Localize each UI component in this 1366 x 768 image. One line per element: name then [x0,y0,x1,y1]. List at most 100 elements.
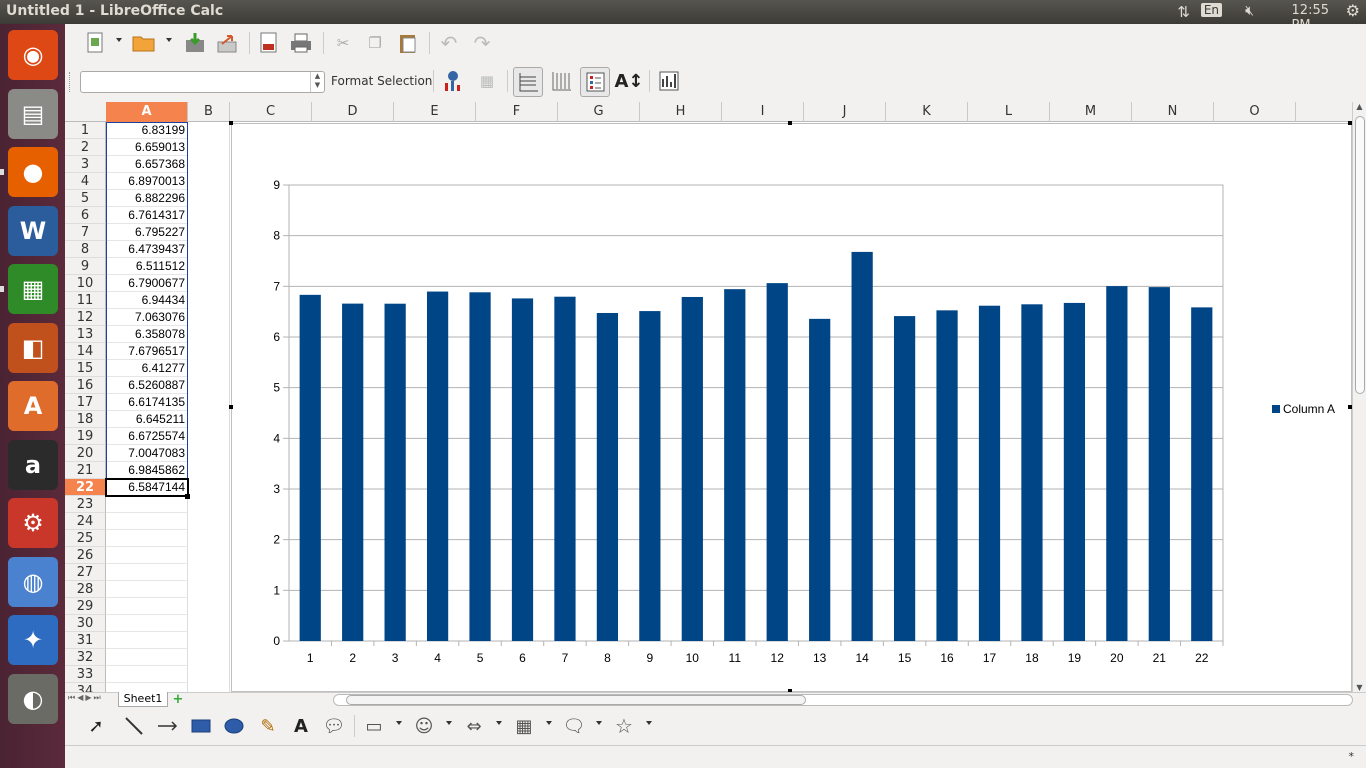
block-arrows-dropdown[interactable] [496,721,502,725]
row-header-27[interactable]: 27 [65,564,106,581]
row-header-33[interactable]: 33 [65,666,106,683]
cell-a26[interactable] [106,547,188,564]
row-header-2[interactable]: 2 [65,139,106,156]
chart-handle-tl[interactable] [229,121,233,125]
column-header-f[interactable]: F [476,102,558,122]
row-header-31[interactable]: 31 [65,632,106,649]
launcher-firefox-icon[interactable]: ● [8,147,58,197]
flowchart-icon[interactable]: ▦ [515,715,533,737]
row-header-22[interactable]: 22 [65,479,106,496]
chart-handle-ml[interactable] [229,405,233,409]
vertical-scrollbar[interactable]: ▲ ▼ [1352,102,1366,692]
symbol-shapes-icon[interactable]: ☺ [414,715,434,737]
arrow-line-icon[interactable] [155,714,181,738]
row-header-21[interactable]: 21 [65,462,106,479]
redo-icon[interactable]: ↷ [473,31,491,55]
new-document-icon[interactable] [83,31,109,55]
scroll-up-icon[interactable]: ▲ [1356,102,1363,111]
row-header-6[interactable]: 6 [65,207,106,224]
column-b[interactable] [188,122,230,692]
text-tool-icon[interactable]: A [294,715,308,737]
open-folder-icon[interactable] [131,31,157,55]
column-header-e[interactable]: E [394,102,476,122]
symbol-shapes-dropdown[interactable] [446,721,452,725]
row-header-23[interactable]: 23 [65,496,106,513]
chart-data-table-icon[interactable]: ▦ [479,72,495,90]
row-header-17[interactable]: 17 [65,394,106,411]
ellipse-tool-icon[interactable] [221,714,247,738]
paste-icon[interactable] [395,31,421,55]
cell-a33[interactable] [106,666,188,683]
horizontal-scroll-thumb[interactable] [346,695,806,705]
vertical-grids-icon[interactable] [549,69,575,93]
row-header-28[interactable]: 28 [65,581,106,598]
launcher-shotwell-icon[interactable]: ◐ [8,673,58,724]
row-header-15[interactable]: 15 [65,360,106,377]
row-header-26[interactable]: 26 [65,547,106,564]
chart-handle-mr[interactable] [1348,405,1352,409]
row-header-11[interactable]: 11 [65,292,106,309]
active-cell-a22[interactable] [105,478,189,497]
row-header-20[interactable]: 20 [65,445,106,462]
row-header-18[interactable]: 18 [65,411,106,428]
launcher-web-browser-icon[interactable]: ✦ [8,615,58,665]
launcher-system-settings-icon[interactable]: ⚙ [8,498,58,548]
row-header-14[interactable]: 14 [65,343,106,360]
vertical-scroll-thumb[interactable] [1355,116,1365,394]
launcher-software-center-icon[interactable]: A [8,381,58,431]
row-header-5[interactable]: 5 [65,190,106,207]
row-header-1[interactable]: 1 [65,122,106,139]
tab-sheet1[interactable]: Sheet1 [118,692,168,707]
block-arrows-icon[interactable]: ⇔ [466,715,482,737]
callouts-icon[interactable]: 💬︎ [322,715,346,737]
scroll-down-icon[interactable]: ▼ [1356,683,1363,692]
launcher-dash-home-icon[interactable]: ◉ [8,30,58,80]
flowchart-dropdown[interactable] [546,721,552,725]
column-header-c[interactable]: C [230,102,312,122]
row-header-29[interactable]: 29 [65,598,106,615]
row-header-3[interactable]: 3 [65,156,106,173]
add-sheet-icon[interactable]: + [172,692,184,707]
row-header-24[interactable]: 24 [65,513,106,530]
chart-type-icon[interactable] [440,69,466,93]
column-header-j[interactable]: J [804,102,886,122]
open-dropdown-arrow[interactable] [166,38,172,42]
row-header-10[interactable]: 10 [65,275,106,292]
column-header-g[interactable]: G [558,102,640,122]
column-header-l[interactable]: L [968,102,1050,122]
row-header-30[interactable]: 30 [65,615,106,632]
launcher-chromium-icon[interactable]: ◍ [8,556,58,607]
chart-handle-tr[interactable] [1348,121,1352,125]
launcher-calc-icon[interactable]: ▦ [8,264,58,314]
chart-handle-bc[interactable] [788,689,792,693]
row-header-4[interactable]: 4 [65,173,106,190]
row-header-19[interactable]: 19 [65,428,106,445]
save-icon[interactable] [182,31,208,55]
format-selection-button[interactable]: Format Selection [331,74,433,88]
column-header-m[interactable]: M [1050,102,1132,122]
row-header-12[interactable]: 12 [65,309,106,326]
cell-a25[interactable] [106,530,188,547]
auto-layout-icon[interactable] [656,69,682,93]
launcher-amazon-icon[interactable]: a [8,439,58,490]
volume-muted-icon[interactable]: 🔇︎ [1245,3,1254,19]
row-header-16[interactable]: 16 [65,377,106,394]
row-header-13[interactable]: 13 [65,326,106,343]
launcher-files-icon[interactable]: ▤ [8,88,58,139]
chart-handle-tc[interactable] [788,121,792,125]
chart-object[interactable]: 0 1 2 3 4 5 6 7 8 9 1 2 3 4 5 6 7 8 9 10 11 12 13 14 15 16 17 18 19 2… [231,123,1352,692]
tab-navigation-icon[interactable]: ⏮◀▶⏭ [68,693,103,702]
stars-dropdown[interactable] [646,721,652,725]
row-header-7[interactable]: 7 [65,224,106,241]
undo-icon[interactable]: ↶ [440,31,458,55]
basic-shapes-icon[interactable]: ▭ [365,715,383,737]
cell-a28[interactable] [106,581,188,598]
line-tool-icon[interactable] [121,714,147,738]
stars-icon[interactable]: ☆ [615,714,633,738]
freeform-line-icon[interactable]: ✎ [260,715,276,737]
cell-a31[interactable] [106,632,188,649]
horizontal-scrollbar[interactable] [333,694,1353,706]
launcher-writer-icon[interactable]: W [8,205,58,256]
basic-shapes-dropdown[interactable] [396,721,402,725]
cell-a27[interactable] [106,564,188,581]
